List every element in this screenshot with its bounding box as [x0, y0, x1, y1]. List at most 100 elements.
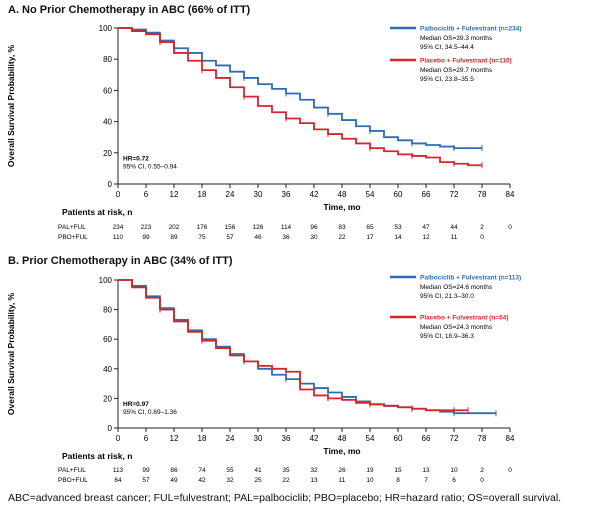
risk-table-cell: 113 — [113, 467, 124, 474]
risk-row-label-1: PBO+FUL — [58, 234, 88, 241]
legend-label-1: Placebo + Fulvestrant (n=64) — [420, 315, 509, 322]
legend-ci-1: 95% CI, 23.8–35.5 — [420, 76, 474, 83]
panel-a-chart: Overall Survival Probability, %020406080… — [6, 24, 522, 241]
y-tick-label: 40 — [103, 365, 112, 374]
x-tick-label: 36 — [282, 190, 291, 199]
panel-b-title: B. Prior Chemotherapy in ABC (34% of ITT… — [8, 255, 233, 267]
risk-table-cell: 32 — [226, 477, 234, 484]
risk-table-cell: 2 — [480, 224, 484, 231]
risk-table-cell: 17 — [366, 234, 374, 241]
x-tick-label: 84 — [506, 190, 515, 199]
hazard-ratio-ci: 95% CI, 0.69–1.36 — [123, 409, 177, 416]
risk-table-cell: 11 — [339, 477, 346, 484]
risk-table-cell: 75 — [198, 234, 206, 241]
hazard-ratio-ci: 95% CI, 0.55–0.94 — [123, 164, 177, 171]
km-curve-series-1 — [118, 279, 468, 412]
x-tick-label: 48 — [338, 434, 347, 443]
risk-table-title: Patients at risk, n — [62, 451, 132, 461]
risk-table-cell: 13 — [310, 477, 318, 484]
risk-row-label-0: PAL+FUL — [58, 467, 86, 474]
risk-table-cell: 96 — [310, 224, 318, 231]
x-tick-label: 0 — [116, 434, 121, 443]
risk-table-cell: 57 — [226, 234, 234, 241]
risk-table-cell: 99 — [142, 467, 150, 474]
y-tick-label: 80 — [103, 306, 112, 315]
y-tick-label: 0 — [108, 180, 113, 189]
risk-table-cell: 114 — [281, 224, 292, 231]
x-tick-label: 72 — [450, 190, 459, 199]
risk-table-cell: 22 — [282, 477, 290, 484]
risk-table-cell: 57 — [142, 477, 150, 484]
x-tick-label: 18 — [198, 190, 207, 199]
km-curve-series-1 — [118, 27, 482, 167]
risk-table-cell: 0 — [480, 477, 484, 484]
x-tick-label: 54 — [366, 434, 375, 443]
risk-table-cell: 202 — [169, 224, 180, 231]
hazard-ratio-label: HR=0.72 — [123, 156, 149, 163]
risk-table-cell: 35 — [282, 467, 290, 474]
risk-table-cell: 26 — [338, 467, 346, 474]
legend-label-0: Palbociclib + Fulvestrant (n=234) — [420, 26, 522, 33]
panel-a-title: A. No Prior Chemotherapy in ABC (66% of … — [8, 4, 251, 16]
legend-ci-0: 95% CI, 34.5–44.4 — [420, 44, 474, 51]
x-tick-label: 78 — [478, 190, 487, 199]
x-tick-label: 48 — [338, 190, 347, 199]
legend-ci-0: 95% CI, 21.3–30.0 — [420, 293, 474, 300]
x-axis-label: Time, mo — [323, 202, 360, 212]
x-tick-label: 30 — [254, 190, 263, 199]
risk-table-cell: 10 — [366, 477, 374, 484]
risk-table-cell: 13 — [422, 467, 430, 474]
risk-table-cell: 156 — [225, 224, 236, 231]
risk-table-cell: 64 — [114, 477, 122, 484]
risk-table-cell: 99 — [142, 234, 150, 241]
risk-table-cell: 89 — [170, 234, 178, 241]
x-tick-label: 6 — [144, 434, 149, 443]
risk-table-cell: 42 — [198, 477, 206, 484]
y-tick-label: 100 — [99, 24, 113, 33]
risk-table-cell: 8 — [396, 477, 400, 484]
legend-median-1: Median OS=24.3 months — [420, 324, 493, 331]
risk-table-cell: 10 — [450, 467, 458, 474]
y-tick-label: 100 — [99, 276, 113, 285]
risk-table-cell: 110 — [113, 234, 124, 241]
x-tick-label: 24 — [226, 190, 235, 199]
risk-table-cell: 176 — [197, 224, 208, 231]
legend-median-0: Median OS=39.3 months — [420, 35, 493, 42]
risk-table-cell: 0 — [508, 467, 512, 474]
risk-table-cell: 15 — [394, 467, 402, 474]
x-tick-label: 6 — [144, 190, 149, 199]
x-tick-label: 60 — [394, 190, 403, 199]
risk-row-label-1: PBO+FUL — [58, 477, 88, 484]
risk-table-cell: 86 — [170, 467, 178, 474]
x-tick-label: 54 — [366, 190, 375, 199]
x-tick-label: 12 — [170, 434, 179, 443]
x-axis-label: Time, mo — [323, 446, 360, 456]
legend-ci-1: 95% CI, 18.9–36.3 — [420, 333, 474, 340]
x-tick-label: 0 — [116, 190, 121, 199]
x-tick-label: 42 — [310, 190, 319, 199]
risk-table-cell: 65 — [366, 224, 374, 231]
risk-table-cell: 234 — [113, 224, 124, 231]
risk-table-cell: 19 — [366, 467, 374, 474]
x-tick-label: 60 — [394, 434, 403, 443]
risk-row-label-0: PAL+FUL — [58, 224, 86, 231]
x-tick-label: 72 — [450, 434, 459, 443]
legend-median-0: Median OS=24.6 months — [420, 284, 493, 291]
y-tick-label: 0 — [108, 424, 113, 433]
risk-table-cell: 36 — [282, 234, 290, 241]
risk-table-cell: 53 — [394, 224, 402, 231]
hazard-ratio-label: HR=0.97 — [123, 401, 149, 408]
risk-table-cell: 7 — [424, 477, 428, 484]
risk-table-cell: 12 — [422, 234, 430, 241]
risk-table-cell: 6 — [452, 477, 456, 484]
risk-table-cell: 46 — [254, 234, 262, 241]
x-tick-label: 66 — [422, 190, 431, 199]
risk-table-cell: 25 — [254, 477, 262, 484]
y-axis-label: Overall Survival Probability, % — [6, 44, 16, 167]
x-tick-label: 30 — [254, 434, 263, 443]
risk-table-cell: 49 — [170, 477, 178, 484]
legend-label-0: Palbociclib + Fulvestrant (n=113) — [420, 275, 521, 282]
risk-table-cell: 30 — [310, 234, 318, 241]
panel-b-chart: Overall Survival Probability, %020406080… — [6, 275, 521, 485]
